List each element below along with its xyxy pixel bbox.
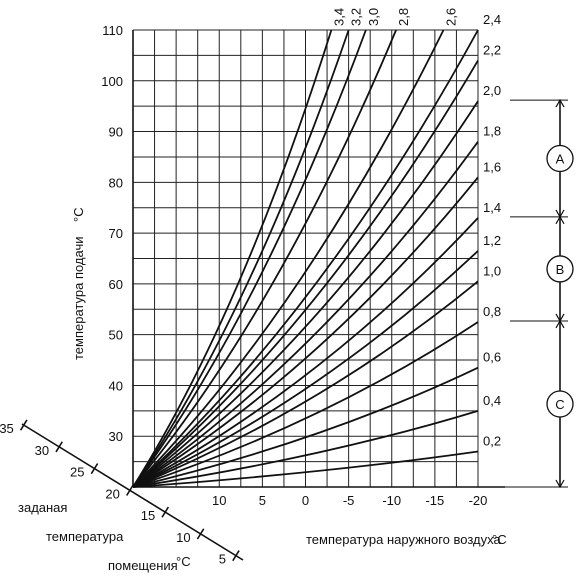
heating-curve-2-0 <box>132 100 479 488</box>
curve-label: 0,8 <box>483 304 501 319</box>
heating-curve-3-0 <box>132 29 367 488</box>
curve-label: 2,4 <box>483 12 501 27</box>
y-tick-label: 60 <box>109 277 123 292</box>
curve-label: 0,2 <box>483 433 501 448</box>
room-axis-tick <box>55 441 63 453</box>
zone-label: C <box>555 397 564 412</box>
room-axis-tick <box>126 484 134 496</box>
room-tick-label: 25 <box>70 465 84 480</box>
room-tick-label: 15 <box>141 508 155 523</box>
room-axis-tick <box>196 528 205 540</box>
room-axis-tick <box>161 506 170 518</box>
y-tick-label: 40 <box>109 378 123 393</box>
heating-curve-2-6 <box>132 29 445 488</box>
curve-label: 2,2 <box>483 42 501 57</box>
heating-curve-1-2 <box>132 250 479 488</box>
curve-label: 3,0 <box>366 8 381 26</box>
room-tick-label: 20 <box>105 486 119 501</box>
heating-curve-3-4 <box>132 29 333 488</box>
room-axis-tick <box>19 419 28 431</box>
labels: температура подачи °C температура наружн… <box>0 8 507 573</box>
room-axis-label-line1: заданая <box>18 500 67 515</box>
y-axis-label: температура подачи <box>71 237 86 361</box>
curve-label: 0,4 <box>483 393 501 408</box>
heating-curve-2-2 <box>132 60 479 488</box>
room-tick-label: 35 <box>0 421 14 436</box>
x-tick-label: 0 <box>302 493 309 508</box>
heating-curve-0-2 <box>132 450 479 488</box>
curve-label: 0,6 <box>483 350 501 365</box>
curve-label: 3,4 <box>331 8 346 26</box>
heating-curve-0-4 <box>132 409 479 488</box>
curve-label: 1,4 <box>483 200 501 215</box>
x-axis-label: температура наружного воздуха <box>306 532 501 547</box>
heating-curves <box>132 29 479 488</box>
zone-label: B <box>556 262 565 277</box>
curve-label: 1,6 <box>483 159 501 174</box>
curve-label: 2,6 <box>444 8 459 26</box>
room-axis-label-line3: помещения <box>108 558 178 573</box>
curve-label: 1,2 <box>483 233 501 248</box>
heating-curve-0-8 <box>132 321 479 488</box>
room-axis-tick <box>90 463 99 475</box>
y-axis-unit: °C <box>71 207 86 222</box>
y-tick-label: 100 <box>101 74 123 89</box>
zone-brackets: A B C <box>505 98 574 489</box>
room-axis-label-line2: температура <box>46 529 124 544</box>
x-tick-label: 10 <box>212 493 226 508</box>
heating-curve-2-4 <box>132 29 479 488</box>
heating-curve-0-6 <box>132 366 479 488</box>
room-tick-label: 30 <box>35 443 49 458</box>
x-tick-label: 5 <box>259 493 266 508</box>
y-tick-label: 110 <box>102 23 123 38</box>
y-tick-label: 50 <box>109 328 123 343</box>
curve-label: 1,8 <box>483 124 501 139</box>
curve-label: 2,0 <box>483 83 501 98</box>
zone-marker <box>546 144 574 173</box>
zone-label: A <box>556 151 565 166</box>
curve-label: 3,2 <box>349 8 364 26</box>
room-axis-unit: °C <box>176 554 191 569</box>
axes <box>19 30 505 562</box>
y-tick-label: 80 <box>109 175 123 190</box>
zone-marker <box>546 390 574 418</box>
grid <box>133 29 479 487</box>
x-tick-label: -10 <box>382 493 401 508</box>
x-tick-label: -5 <box>343 493 355 508</box>
y-tick-label: 90 <box>109 125 123 140</box>
x-tick-label: -15 <box>425 493 444 508</box>
y-tick-label: 30 <box>109 429 123 444</box>
curve-label: 2,8 <box>396 8 411 26</box>
y-tick-label: 70 <box>109 226 123 241</box>
room-tick-label: 5 <box>219 552 226 567</box>
heating-curve-3-2 <box>132 29 350 488</box>
heating-curve-1-4 <box>132 217 479 488</box>
curve-label: 1,0 <box>483 263 501 278</box>
room-axis-tick <box>232 550 240 562</box>
heating-curve-1-8 <box>132 141 479 488</box>
heating-curve-2-8 <box>132 29 397 488</box>
x-axis-unit: °C <box>492 532 507 547</box>
heating-curve-1-0 <box>132 280 479 488</box>
room-tick-label: 10 <box>176 530 190 545</box>
heating-curve-1-6 <box>132 176 479 488</box>
x-tick-label: -20 <box>469 493 488 508</box>
zone-marker <box>546 255 574 283</box>
